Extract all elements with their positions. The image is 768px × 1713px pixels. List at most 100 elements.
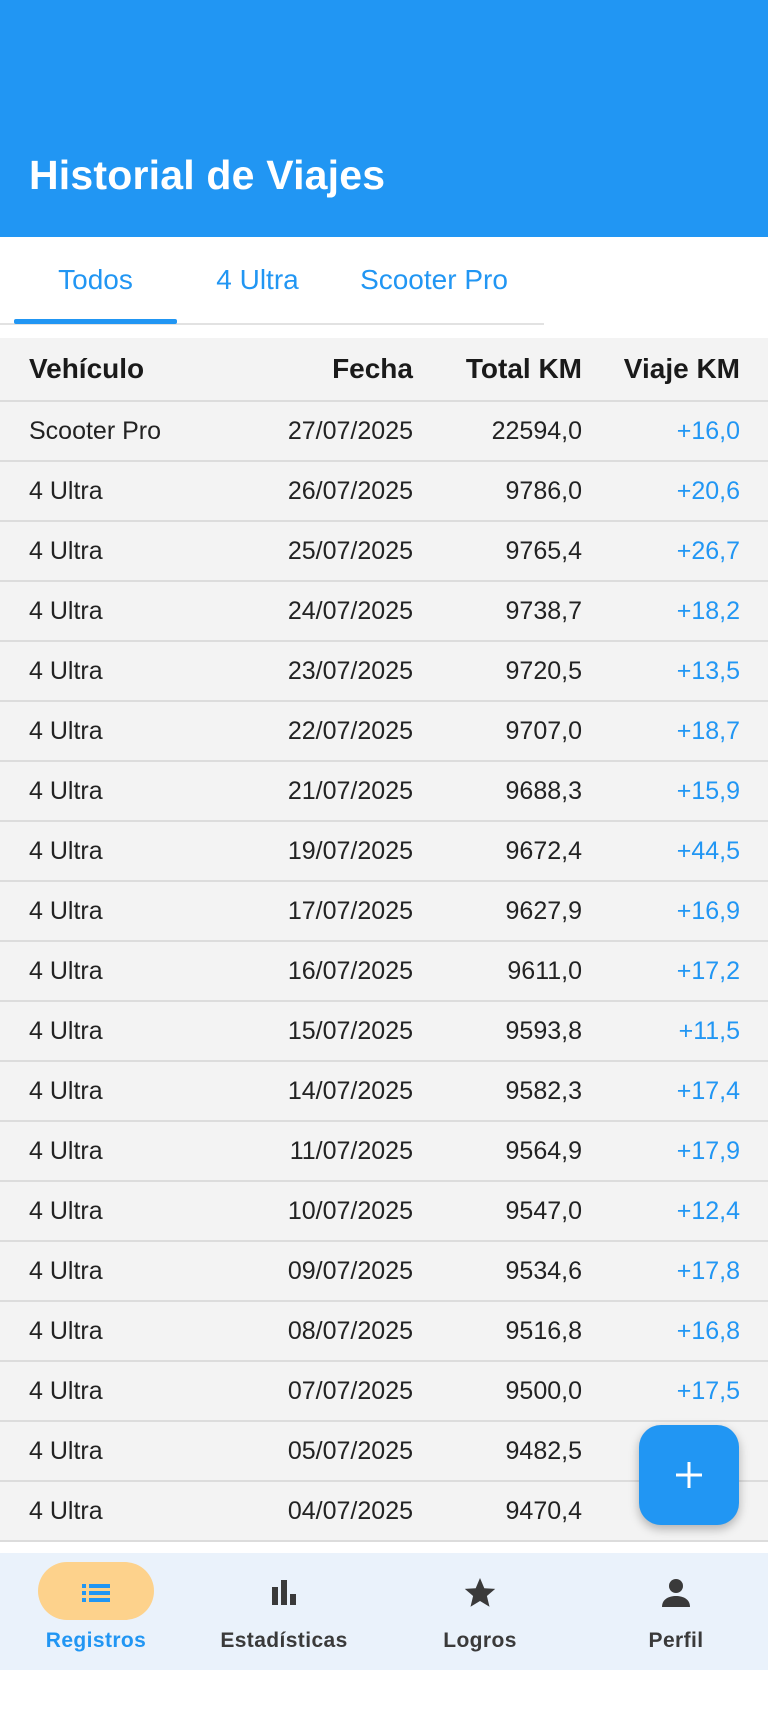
cell-fecha: 11/07/2025 bbox=[289, 1136, 413, 1165]
cell-total-km: 9720,5 bbox=[505, 656, 582, 685]
table-row[interactable]: 4 Ultra 21/07/2025 9688,3 +15,9 bbox=[0, 762, 768, 822]
cell-total-km: 9482,5 bbox=[505, 1436, 582, 1465]
table-row[interactable]: 4 Ultra 19/07/2025 9672,4 +44,5 bbox=[0, 822, 768, 882]
header-total-km: Total KM bbox=[465, 353, 582, 384]
table-row[interactable]: 4 Ultra 15/07/2025 9593,8 +11,5 bbox=[0, 1002, 768, 1062]
cell-vehiculo: 4 Ultra bbox=[29, 1496, 103, 1525]
table-row[interactable]: 4 Ultra 05/07/2025 9482,5 bbox=[0, 1422, 768, 1482]
cell-total-km: 9516,8 bbox=[505, 1316, 582, 1345]
cell-fecha: 14/07/2025 bbox=[287, 1076, 413, 1105]
table-row[interactable]: 4 Ultra 10/07/2025 9547,0 +12,4 bbox=[0, 1182, 768, 1242]
cell-vehiculo: Scooter Pro bbox=[29, 416, 162, 445]
table-row[interactable]: 4 Ultra 07/07/2025 9500,0 +17,5 bbox=[0, 1362, 768, 1422]
cell-vehiculo: 4 Ultra bbox=[29, 1436, 103, 1465]
cell-vehiculo: 4 Ultra bbox=[29, 1076, 103, 1105]
cell-vehiculo: 4 Ultra bbox=[29, 836, 103, 865]
tab-4-ultra[interactable]: 4 Ultra bbox=[216, 264, 299, 295]
cell-total-km: 22594,0 bbox=[491, 416, 582, 445]
cell-vehiculo: 4 Ultra bbox=[29, 1136, 103, 1165]
nav-logros[interactable]: Logros bbox=[384, 1553, 576, 1670]
tab-indicator bbox=[14, 319, 177, 324]
cell-fecha: 17/07/2025 bbox=[287, 896, 413, 925]
cell-fecha: 25/07/2025 bbox=[287, 536, 413, 565]
cell-vehiculo: 4 Ultra bbox=[29, 956, 103, 985]
cell-viaje-km: +17,4 bbox=[676, 1076, 740, 1105]
nav-label-logros: Logros bbox=[443, 1629, 517, 1652]
cell-vehiculo: 4 Ultra bbox=[29, 596, 103, 625]
header-fecha: Fecha bbox=[332, 353, 413, 384]
cell-viaje-km: +16,9 bbox=[676, 896, 740, 925]
nav-estadisticas[interactable]: Estadísticas bbox=[188, 1553, 380, 1670]
table-row[interactable]: 4 Ultra 14/07/2025 9582,3 +17,4 bbox=[0, 1062, 768, 1122]
table-row[interactable]: 4 Ultra 11/07/2025 9564,9 +17,9 bbox=[0, 1122, 768, 1182]
app-bar: Historial de Viajes bbox=[0, 0, 768, 237]
page-title: Historial de Viajes bbox=[29, 152, 386, 198]
cell-fecha: 10/07/2025 bbox=[287, 1196, 413, 1225]
cell-vehiculo: 4 Ultra bbox=[29, 1256, 103, 1285]
table-row[interactable]: 4 Ultra 08/07/2025 9516,8 +16,8 bbox=[0, 1302, 768, 1362]
cell-fecha: 26/07/2025 bbox=[287, 476, 413, 505]
cell-viaje-km: +12,4 bbox=[676, 1196, 740, 1225]
cell-total-km: 9593,8 bbox=[505, 1016, 582, 1045]
cell-vehiculo: 4 Ultra bbox=[29, 476, 103, 505]
cell-viaje-km: +15,9 bbox=[676, 776, 740, 805]
table-row[interactable]: 4 Ultra 24/07/2025 9738,7 +18,2 bbox=[0, 582, 768, 642]
cell-viaje-km: +17,8 bbox=[676, 1256, 740, 1285]
cell-viaje-km: +13,5 bbox=[676, 656, 740, 685]
bottom-navigation: Registros Estadísticas Logros Perfil bbox=[0, 1553, 768, 1670]
tabs-divider bbox=[0, 323, 544, 325]
cell-viaje-km: +16,0 bbox=[676, 416, 740, 445]
table-row[interactable]: 4 Ultra 04/07/2025 9470,4 bbox=[0, 1482, 768, 1542]
cell-total-km: 9564,9 bbox=[505, 1136, 582, 1165]
cell-total-km: 9547,0 bbox=[505, 1196, 582, 1225]
cell-vehiculo: 4 Ultra bbox=[29, 1376, 103, 1405]
cell-vehiculo: 4 Ultra bbox=[29, 776, 103, 805]
table-row[interactable]: 4 Ultra 16/07/2025 9611,0 +17,2 bbox=[0, 942, 768, 1002]
cell-total-km: 9611,0 bbox=[507, 956, 582, 985]
table-row[interactable]: Scooter Pro 27/07/2025 22594,0 +16,0 bbox=[0, 402, 768, 462]
bar-chart-icon bbox=[272, 1580, 296, 1605]
nav-registros[interactable]: Registros bbox=[0, 1553, 192, 1670]
cell-fecha: 05/07/2025 bbox=[287, 1436, 413, 1465]
cell-viaje-km: +17,5 bbox=[676, 1376, 740, 1405]
cell-total-km: 9627,9 bbox=[505, 896, 582, 925]
tab-scooter-pro[interactable]: Scooter Pro bbox=[360, 264, 508, 295]
cell-total-km: 9672,4 bbox=[505, 836, 582, 865]
cell-viaje-km: +18,7 bbox=[676, 716, 740, 745]
cell-vehiculo: 4 Ultra bbox=[29, 1196, 103, 1225]
tab-todos[interactable]: Todos bbox=[58, 264, 133, 295]
cell-fecha: 08/07/2025 bbox=[287, 1316, 413, 1345]
cell-viaje-km: +26,7 bbox=[676, 536, 740, 565]
cell-fecha: 04/07/2025 bbox=[287, 1496, 413, 1525]
cell-viaje-km: +17,2 bbox=[676, 956, 740, 985]
cell-total-km: 9738,7 bbox=[505, 596, 582, 625]
cell-viaje-km: +18,2 bbox=[676, 596, 740, 625]
nav-perfil[interactable]: Perfil bbox=[580, 1553, 768, 1670]
plus-icon bbox=[676, 1462, 702, 1488]
table-row[interactable]: 4 Ultra 25/07/2025 9765,4 +26,7 bbox=[0, 522, 768, 582]
cell-fecha: 22/07/2025 bbox=[287, 716, 413, 745]
table-row[interactable]: 4 Ultra 09/07/2025 9534,6 +17,8 bbox=[0, 1242, 768, 1302]
cell-total-km: 9500,0 bbox=[505, 1376, 582, 1405]
add-trip-button[interactable] bbox=[639, 1425, 739, 1525]
cell-total-km: 9534,6 bbox=[505, 1256, 582, 1285]
cell-total-km: 9582,3 bbox=[505, 1076, 582, 1105]
nav-label-estadisticas: Estadísticas bbox=[220, 1629, 348, 1652]
cell-vehiculo: 4 Ultra bbox=[29, 896, 103, 925]
cell-total-km: 9786,0 bbox=[505, 476, 582, 505]
cell-fecha: 07/07/2025 bbox=[287, 1376, 413, 1405]
cell-fecha: 19/07/2025 bbox=[287, 836, 413, 865]
cell-viaje-km: +11,5 bbox=[678, 1016, 740, 1045]
table-row[interactable]: 4 Ultra 26/07/2025 9786,0 +20,6 bbox=[0, 462, 768, 522]
cell-viaje-km: +17,9 bbox=[676, 1136, 740, 1165]
cell-fecha: 21/07/2025 bbox=[287, 776, 413, 805]
trips-table: Vehículo Fecha Total KM Viaje KM Scooter… bbox=[0, 338, 768, 1542]
table-row[interactable]: 4 Ultra 23/07/2025 9720,5 +13,5 bbox=[0, 642, 768, 702]
table-row[interactable]: 4 Ultra 22/07/2025 9707,0 +18,7 bbox=[0, 702, 768, 762]
cell-fecha: 23/07/2025 bbox=[287, 656, 413, 685]
cell-total-km: 9688,3 bbox=[505, 776, 582, 805]
cell-vehiculo: 4 Ultra bbox=[29, 656, 103, 685]
table-row[interactable]: 4 Ultra 17/07/2025 9627,9 +16,9 bbox=[0, 882, 768, 942]
nav-label-perfil: Perfil bbox=[648, 1629, 704, 1652]
cell-total-km: 9470,4 bbox=[505, 1496, 582, 1525]
